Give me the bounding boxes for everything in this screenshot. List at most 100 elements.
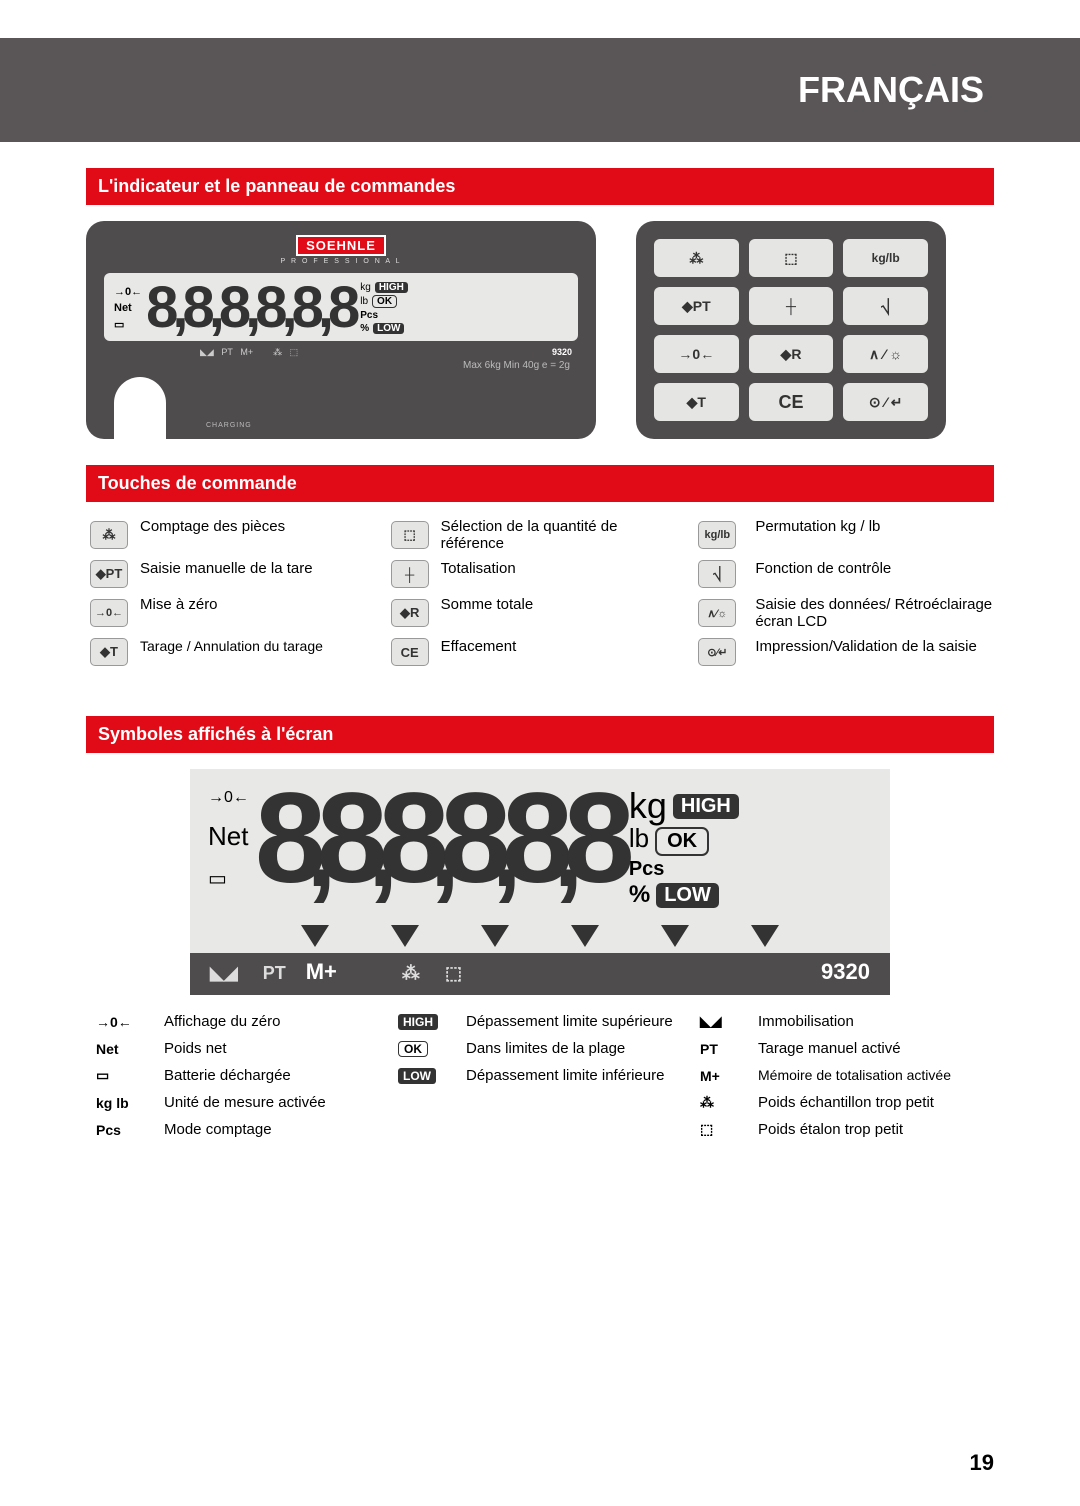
sym-icon: OK (398, 1041, 428, 1057)
sym-icon: M+ (700, 1067, 750, 1084)
section2-header: Touches de commande (86, 465, 994, 502)
model-number: 9320 (552, 347, 572, 358)
charging-label: CHARGING (206, 422, 252, 429)
display-row: SOEHNLE P R O F E S S I O N A L →0← Net … (86, 221, 994, 439)
key-backlight[interactable]: ∧ ⁄ ☼ (843, 335, 928, 373)
cmd-icon: ⎷ (698, 560, 736, 588)
sym-icon: →0← (96, 1013, 156, 1030)
lcd-left-labels: →0← Net ▭ (114, 286, 142, 331)
language-label: FRANÇAIS (798, 69, 984, 111)
sym-label: Dépassement limite supérieure (466, 1013, 692, 1030)
sym-label: Batterie déchargée (164, 1067, 390, 1084)
lcd-large-screen: →0← Net ▭ 8,8,8,8,8,8 kgHIGH lbOK Pcs %L… (190, 769, 890, 925)
cmd-label: Saisie des données/ Rétroéclairage écran… (755, 596, 994, 630)
battery-icon: ▭ (208, 866, 249, 891)
sym-label: Mémoire de totalisation activée (758, 1067, 984, 1084)
cmd-icon: kg/lb (698, 521, 736, 549)
commands-table: ⁂ Comptage des pièces ⬚ Sélection de la … (86, 518, 994, 666)
key-zero[interactable]: →0← (654, 335, 739, 373)
key-kglb[interactable]: kg/lb (843, 239, 928, 277)
lcd-large-right: kgHIGH lbOK Pcs %LOW (629, 779, 739, 909)
sym-icon: ⁂ (700, 1094, 750, 1111)
section3-header: Symboles affichés à l'écran (86, 716, 994, 753)
lcd-large-left: →0← Net ▭ (208, 779, 249, 891)
key-print[interactable]: ⊙ ⁄ ↵ (843, 383, 928, 421)
sym-label: Poids net (164, 1040, 390, 1057)
cmd-label: Mise à zéro (140, 596, 379, 630)
cmd-label: Somme totale (441, 596, 680, 630)
key-total[interactable]: ┼ (749, 287, 834, 325)
symbols-table: →0← Affichage du zéro HIGH Dépassement l… (86, 1013, 994, 1138)
sym-icon: HIGH (398, 1014, 438, 1030)
language-header: FRANÇAIS (0, 38, 1080, 142)
cmd-label: Permutation kg / lb (755, 518, 994, 552)
cmd-label: Tarage / Annulation du tarage (140, 638, 379, 666)
power-cutout (114, 377, 166, 439)
cmd-icon: CE (391, 638, 429, 666)
cmd-label: Saisie manuelle de la tare (140, 560, 379, 588)
brand: SOEHNLE P R O F E S S I O N A L (104, 235, 578, 265)
lcd-large-panel: →0← Net ▭ 8,8,8,8,8,8 kgHIGH lbOK Pcs %L… (190, 769, 890, 995)
lcd-screen: →0← Net ▭ 8,8,8,8,8,8 kgHIGH lbOK Pcs %L… (104, 273, 578, 341)
cmd-icon: ◆R (391, 599, 429, 627)
sym-icon (398, 1094, 458, 1111)
cmd-label: Totalisation (441, 560, 680, 588)
lcd-large-digits: 8,8,8,8,8,8 (255, 779, 621, 919)
lcd-large-footer: ◣◢ PT M+ ⁂ ⬚ 9320 (190, 953, 890, 995)
model-large: 9320 (821, 959, 870, 985)
sym-icon: PT (700, 1040, 750, 1057)
key-recall[interactable]: ◆R (749, 335, 834, 373)
brand-logo: SOEHNLE (296, 235, 386, 256)
cmd-icon: ⬚ (391, 521, 429, 549)
max-spec: Max 6kg Min 40g e = 2g (104, 360, 578, 371)
cmd-label: Comptage des pièces (140, 518, 379, 552)
cmd-icon: →0← (90, 599, 128, 627)
net-indicator: Net (114, 302, 142, 314)
sym-label (466, 1094, 692, 1111)
sym-icon (398, 1121, 458, 1138)
section1-header: L'indicateur et le panneau de commandes (86, 168, 994, 205)
triangles-large (190, 925, 890, 953)
sym-label: Poids étalon trop petit (758, 1121, 984, 1138)
cmd-icon: ∧⁄☼ (698, 599, 736, 627)
panel-footer: ◣◢ PT M+ ⁂ ⬚ 9320 (104, 347, 578, 358)
sym-icon: LOW (398, 1068, 436, 1084)
key-count[interactable]: ⁂ (654, 239, 739, 277)
sym-icon: Net (96, 1040, 156, 1057)
sym-label: Dans limites de la plage (466, 1040, 692, 1057)
sym-icon: kg lb (96, 1094, 156, 1111)
sym-label (466, 1121, 692, 1138)
sym-icon: ▭ (96, 1067, 156, 1084)
lcd-digits: 8,8,8,8,8,8 (146, 279, 354, 337)
sym-label: Unité de mesure activée (164, 1094, 390, 1111)
cmd-icon: ┼ (391, 560, 429, 588)
cmd-label: Fonction de contrôle (755, 560, 994, 588)
key-pt[interactable]: ◆PT (654, 287, 739, 325)
cmd-icon: ◆PT (90, 560, 128, 588)
key-ce[interactable]: CE (749, 383, 834, 421)
sym-label: Immobilisation (758, 1013, 984, 1030)
cmd-label: Sélection de la quantité de référence (441, 518, 680, 552)
sym-label: Tarage manuel activé (758, 1040, 984, 1057)
sym-icon: ⬚ (700, 1121, 750, 1138)
zero-indicator: →0← (114, 286, 142, 298)
sym-label: Affichage du zéro (164, 1013, 390, 1030)
battery-indicator: ▭ (114, 318, 142, 331)
keypad: ⁂ ⬚ kg/lb ◆PT ┼ ⎷ →0← ◆R ∧ ⁄ ☼ ◆T CE ⊙ ⁄… (636, 221, 946, 439)
key-refqty[interactable]: ⬚ (749, 239, 834, 277)
cmd-icon: ◆T (90, 638, 128, 666)
sym-label: Poids échantillon trop petit (758, 1094, 984, 1111)
sym-icon: Pcs (96, 1121, 156, 1138)
sym-label: Mode comptage (164, 1121, 390, 1138)
cmd-icon: ⊙⁄↵ (698, 638, 736, 666)
cmd-label: Impression/Validation de la saisie (755, 638, 994, 666)
page-number: 19 (970, 1450, 994, 1476)
lcd-panel: SOEHNLE P R O F E S S I O N A L →0← Net … (86, 221, 596, 439)
brand-subtitle: P R O F E S S I O N A L (104, 258, 578, 265)
lcd-right-labels: kgHIGH lbOK Pcs %LOW (360, 282, 408, 334)
key-tare[interactable]: ◆T (654, 383, 739, 421)
key-check[interactable]: ⎷ (843, 287, 928, 325)
cmd-icon: ⁂ (90, 521, 128, 549)
sym-label: Dépassement limite inférieure (466, 1067, 692, 1084)
sym-icon: ◣◢ (700, 1013, 750, 1030)
